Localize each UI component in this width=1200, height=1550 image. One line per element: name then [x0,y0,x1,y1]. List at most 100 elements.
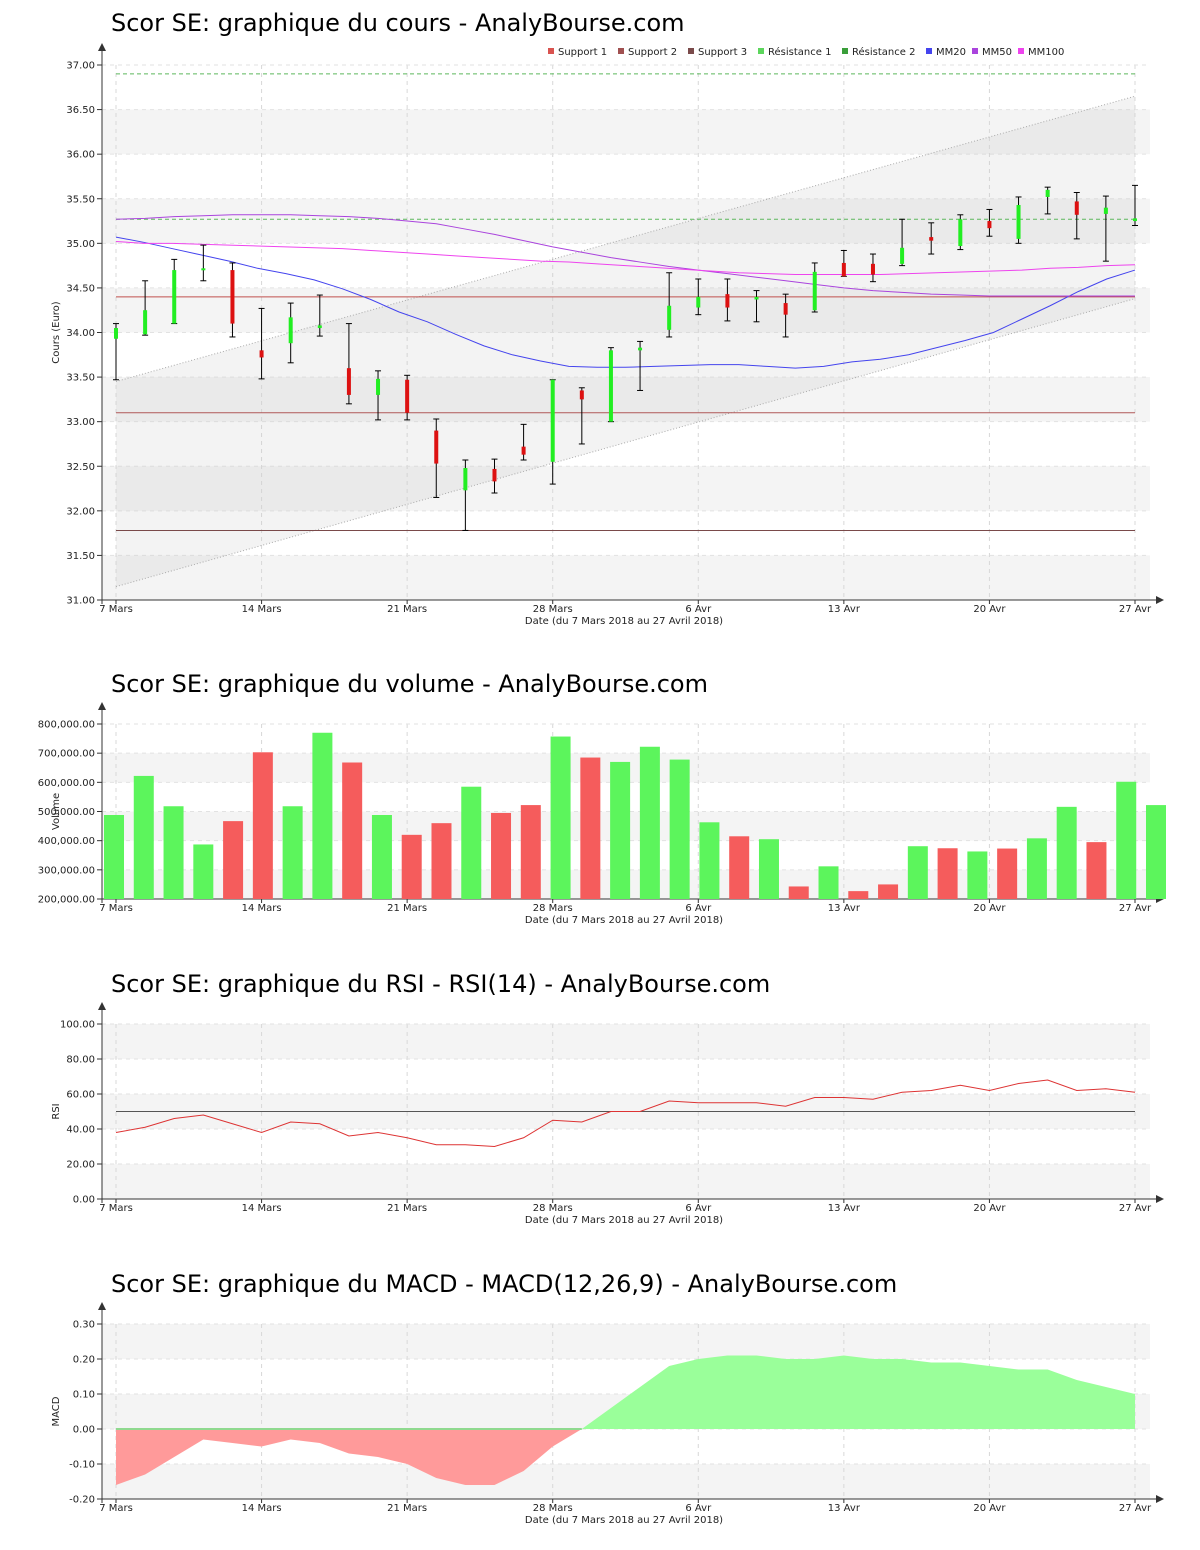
macd-x-tick-label: 28 Mars [533,1503,573,1514]
volume-bar [907,846,928,899]
candle-body [317,325,322,329]
volume-y-tick-label: 700,000.00 [38,749,95,760]
volume-x-tick-label: 20 Avr [973,903,1006,914]
volume-chart-panel: Scor SE: graphique du volume - AnalyBour… [0,660,1200,940]
price-y-tick-label: 36.50 [66,105,95,116]
mm20-line [115,236,1136,369]
macd-x-tick-label: 7 Mars [99,1503,133,1514]
candle-body [812,271,817,311]
rsi-y-axis-title: RSI [51,1103,62,1119]
volume-bar [550,736,571,899]
price-chart-panel: Scor SE: graphique du cours - AnalyBours… [0,0,1200,640]
macd-chart-title: Scor SE: graphique du MACD - MACD(12,26,… [111,1270,898,1298]
rsi-y-axis-arrow [98,1002,106,1010]
macd-y-tick-label: 0.00 [73,1425,95,1436]
volume-bar [639,746,660,899]
candle-body [114,328,118,339]
candle-body [579,390,584,400]
candle-body [841,262,846,277]
volume-x-tick-label: 27 Avr [1119,903,1152,914]
rsi-y-tick-label: 100.00 [60,1020,95,1031]
macd-negative-area [116,1429,582,1485]
candle-body [608,350,613,422]
volume-bar [997,848,1018,899]
legend-swatch-mm50 [972,48,978,54]
volume-bar [163,806,184,899]
volume-y-tick-label: 800,000.00 [38,720,95,731]
trend-channel-lower [115,298,1136,588]
price-y-tick-label: 33.50 [66,373,95,384]
rsi-y-tick-label: 80.00 [66,1055,95,1066]
macd-y-axis-arrow [98,1302,106,1310]
volume-y-tick-label: 500,000.00 [38,807,95,818]
legend-swatch-support-2 [618,48,624,54]
volume-chart: 200,000.00 300,000.00 400,000.00 500,000.00… [38,702,1166,926]
macd-x-tick-label: 20 Avr [973,1503,1006,1514]
candle-body [1016,204,1021,239]
candle-body [725,294,730,308]
volume-bar [758,839,779,899]
price-chart: 31.00 31.50 32.00 32.50 33.00 33.50 34.00 34.50… [51,43,1164,627]
macd-x-axis-title: Date (du 7 Mars 2018 au 27 Avril 2018) [525,1515,723,1526]
macd-chart: -0.20 -0.10 0.00 0.10 0.20 0.30 7 Mars 14 Mars 2… [51,1302,1164,1526]
legend-label-mm50: MM50 [982,47,1012,58]
volume-x-tick-label: 7 Mars [99,903,133,914]
candle-body [288,317,293,344]
price-y-tick-label: 37.00 [66,61,95,72]
volume-bar [1026,838,1047,899]
macd-positive-area [581,1355,1135,1429]
price-band [102,377,1150,422]
volume-bar [699,822,720,899]
macd-y-tick-label: -0.20 [69,1495,95,1506]
volume-bar [193,844,214,899]
volume-bar [282,806,303,899]
price-chart-title: Scor SE: graphique du cours - AnalyBours… [111,9,685,37]
candle-body [405,379,410,413]
candle-body [667,305,672,330]
rsi-y-tick-label: 20.00 [66,1160,95,1171]
volume-bar [878,884,899,899]
price-y-tick-label: 32.50 [66,462,95,473]
candle-body [376,378,381,395]
macd-chart-panel: Scor SE: graphique du MACD - MACD(12,26,… [0,1260,1200,1545]
price-x-tick-label: 6 Avr [685,604,712,615]
price-y-tick-label: 31.00 [66,596,95,607]
rsi-x-tick-label: 28 Mars [533,1203,573,1214]
volume-bar [312,732,333,899]
volume-bar [520,805,541,899]
volume-bar [133,775,154,899]
rsi-x-tick-label: 6 Avr [685,1203,712,1214]
candle-body [434,430,439,464]
price-x-tick-label: 21 Mars [387,604,427,615]
candle-body [143,310,148,335]
macd-x-tick-label: 13 Avr [828,1503,861,1514]
volume-bar [1116,781,1137,899]
rsi-y-tick-label: 40.00 [66,1125,95,1136]
mm100-line [115,241,1136,276]
rsi-x-tick-label: 27 Avr [1119,1203,1152,1214]
volume-bar [1146,805,1166,899]
volume-bar [729,836,750,899]
volume-bar [580,757,601,899]
candle-body [230,270,235,324]
price-band [102,109,1150,155]
price-x-tick-label: 14 Mars [242,604,282,615]
macd-x-tick-label: 27 Avr [1119,1503,1152,1514]
price-x-tick-label: 13 Avr [828,604,861,615]
volume-x-tick-label: 28 Mars [533,903,573,914]
rsi-y-tick-label: 60.00 [66,1090,95,1101]
candle-body [1045,189,1050,197]
volume-bar [1056,806,1077,899]
volume-bar [1086,842,1107,899]
price-x-tick-label: 27 Avr [1119,604,1152,615]
price-y-tick-label: 35.50 [66,194,95,205]
volume-bar [431,823,452,899]
legend-swatch-résistance-1 [758,48,764,54]
candle-body [172,270,177,324]
legend-swatch-mm100 [1018,48,1024,54]
candle-body [754,296,759,300]
rsi-x-tick-label: 14 Mars [242,1203,282,1214]
candle-body [696,296,701,308]
legend-label-mm100: MM100 [1028,47,1064,58]
macd-y-tick-label: 0.20 [73,1355,95,1366]
